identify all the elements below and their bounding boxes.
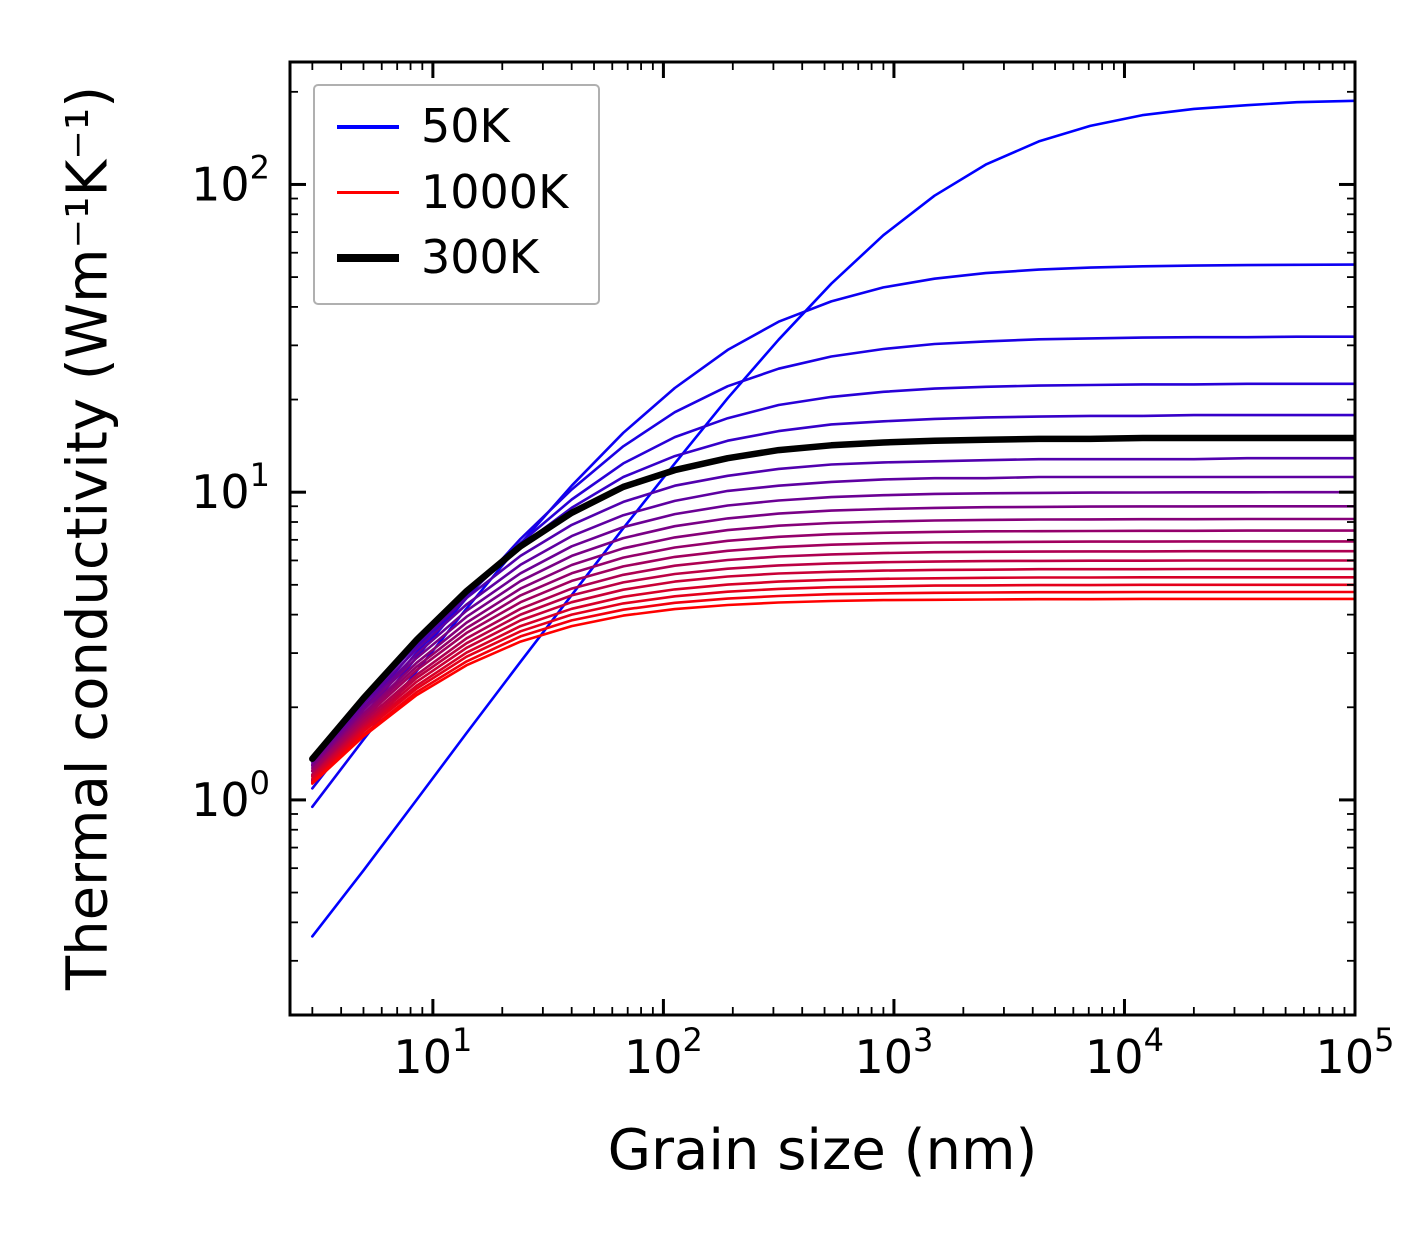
legend-entry-300k: 300K: [337, 229, 568, 287]
y-tick-label-10e0: 100: [191, 764, 270, 827]
y-tick-label-10e2: 102: [191, 148, 270, 211]
series-50K: [311, 99, 1355, 938]
x-tick-label-10e5: 105: [1316, 1021, 1395, 1084]
legend-label-300k: 300K: [421, 230, 539, 284]
x-tick-label-10e3: 103: [854, 1021, 933, 1084]
legend-line-1000k-icon: [337, 190, 399, 194]
series-curves: [309, 99, 1355, 938]
legend-line-300k-icon: [337, 253, 399, 262]
legend-entry-1000k: 1000K: [337, 164, 568, 222]
series-550K: [311, 517, 1355, 770]
series-750K: [311, 559, 1355, 777]
series-1000K: [311, 597, 1355, 785]
x-axis-label: Grain size (nm): [607, 1118, 1038, 1183]
series-650K: [311, 540, 1355, 773]
legend-entry-50k: 50K: [337, 98, 568, 156]
series-350K: [311, 456, 1355, 763]
x-tick-label-10e4: 104: [1085, 1021, 1164, 1084]
series-850K: [311, 576, 1355, 781]
x-tick-label-10e1: 101: [393, 1021, 472, 1084]
legend-line-50k-icon: [337, 125, 399, 129]
series-950K: [311, 590, 1355, 784]
y-axis-label: Thermal conductivity (Wm⁻¹K⁻¹): [55, 85, 121, 991]
axes-frame: [288, 60, 1357, 1017]
series-450K: [311, 490, 1355, 767]
series-300K: [309, 434, 1355, 763]
series-100K: [311, 263, 1355, 809]
tick-labels: 101 102 103 104 105 100 101 102: [191, 148, 1394, 1084]
series-700K: [311, 549, 1355, 776]
series-800K: [311, 567, 1355, 778]
series-400K: [311, 475, 1355, 765]
y-tick-label-10e1: 101: [191, 456, 270, 519]
series-500K: [311, 505, 1355, 768]
legend-label-50k: 50K: [421, 99, 510, 153]
legend: 50K 1000K 300K: [313, 84, 601, 305]
axis-ticks: [290, 62, 1357, 1016]
series-600K: [311, 529, 1355, 772]
series-900K: [311, 583, 1355, 783]
legend-label-1000k: 1000K: [421, 164, 569, 219]
x-tick-label-10e2: 102: [624, 1021, 703, 1084]
